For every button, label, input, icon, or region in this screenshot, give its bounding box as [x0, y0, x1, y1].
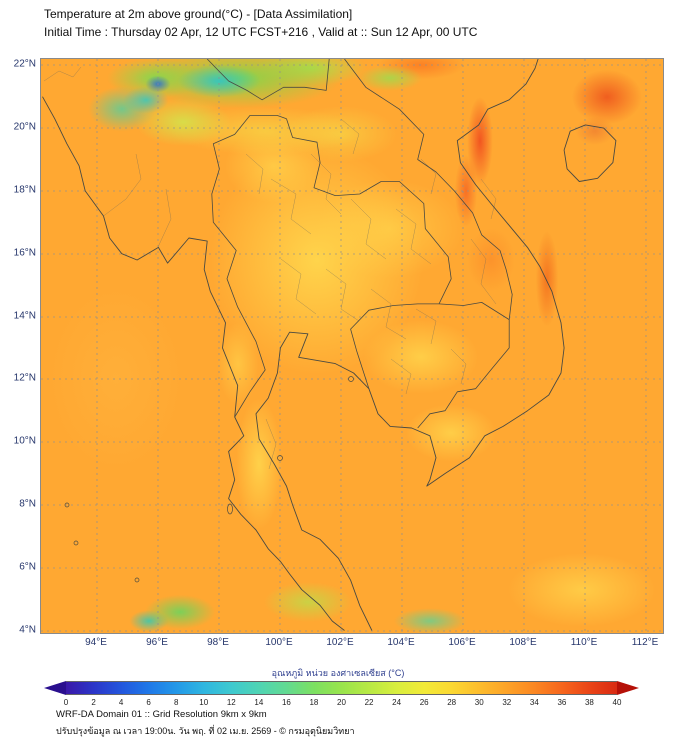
border-thailand-myanmar [211, 115, 287, 418]
longitude-tick-label: 108°E [509, 637, 537, 648]
colorbar-tick-labels: 0 2 4 6 8 10 12 14 16 18 20 22 24 26 28 30 32 34 36 38 40 [63, 698, 622, 708]
colorbar-tick-label: 24 [392, 698, 402, 707]
latitude-tick-label: 8°N [19, 498, 36, 510]
colorbar-tick-label: 6 [146, 698, 151, 707]
colorbar-tick-label: 8 [173, 698, 179, 707]
border-cambodia-vietnam [417, 319, 510, 429]
latitude-tick-label: 18°N [13, 184, 36, 196]
latitude-tick-label: 14°N [13, 310, 36, 322]
colorbar-right-arrow [617, 681, 639, 695]
colorbar-tick-label: 4 [118, 698, 124, 707]
hainan-island-outline [563, 124, 617, 182]
border-thailand-cambodia [350, 303, 439, 389]
colorbar-tick-label: 26 [419, 698, 429, 707]
colorbar-gradient [66, 681, 617, 695]
gulf-island-2 [348, 376, 354, 382]
coastline-east [255, 59, 565, 631]
footer-domain-info: WRF-DA Domain 01 :: Grid Resolution 9km … [56, 709, 267, 720]
colorbar-left-arrow [44, 681, 66, 695]
longitude-tick-label: 96°E [146, 637, 168, 648]
latitude-tick-label: 20°N [13, 121, 36, 133]
gulf-island-1 [277, 455, 283, 461]
colorbar-tick-label: 28 [447, 698, 457, 707]
colorbar-tick-label: 10 [199, 698, 209, 707]
colorbar-tick-label: 0 [63, 698, 69, 707]
longitude-tick-label: 112°E [631, 637, 659, 648]
colorbar-tick-label: 32 [502, 698, 512, 707]
island-shapes [64, 376, 354, 583]
longitude-tick-label: 110°E [570, 637, 598, 648]
colorbar-tick-label: 36 [557, 698, 567, 707]
country-border-paths [206, 59, 513, 429]
andaman-island-1 [64, 502, 70, 508]
latitude-tick-label: 10°N [13, 435, 36, 447]
temperature-field [41, 59, 663, 633]
border-laos-vietnam [344, 59, 513, 320]
footer-update-info: ปรับปรุงข้อมูล ณ เวลา 19:00น. วัน พฤ. ที… [56, 726, 355, 736]
colorbar [44, 681, 639, 695]
page-subtitle: Initial Time : Thursday 02 Apr, 12 UTC F… [44, 25, 478, 39]
coastline-west [42, 96, 345, 631]
colorbar-tick-label: 12 [226, 698, 236, 707]
longitude-axis: 94°E 96°E 98°E 100°E 102°E 104°E 106°E 108°E 110… [85, 637, 658, 651]
map-plot-area [40, 58, 664, 634]
border-china-north [206, 59, 330, 101]
latitude-tick-label: 22°N [13, 58, 36, 70]
latitude-tick-label: 4°N [19, 624, 36, 636]
colorbar-tick-label: 20 [337, 698, 346, 707]
colorbar-tick-label: 34 [529, 698, 539, 707]
colorbar-tick-label: 30 [474, 698, 484, 707]
longitude-tick-label: 104°E [387, 637, 415, 648]
colorbar-label: อุณหภูมิ หน่วย องศาเซลเซียส (°C) [271, 668, 405, 678]
map-overlay-svg [41, 59, 663, 633]
colorbar-tick-label: 16 [281, 698, 291, 707]
phuket-island [227, 503, 233, 515]
graticule-grid [41, 59, 663, 633]
latitude-tick-label: 16°N [13, 247, 36, 259]
latitude-tick-label: 6°N [19, 561, 36, 573]
colorbar-tick-label: 40 [612, 698, 622, 707]
province-border-lines [43, 66, 497, 470]
page-title: Temperature at 2m above ground(°C) - [Da… [44, 7, 353, 21]
colorbar-tick-label: 38 [584, 698, 594, 707]
longitude-tick-label: 106°E [448, 637, 476, 648]
latitude-axis: 22°N 20°N 18°N 16°N 14°N 12°N 10°N 8°N 6°N 4°N [2, 59, 36, 636]
latitude-tick-label: 12°N [13, 372, 36, 384]
longitude-tick-label: 100°E [265, 637, 293, 648]
colorbar-tick-label: 18 [309, 698, 319, 707]
border-laos-cambodia [438, 302, 510, 320]
colorbar-tick-label: 14 [254, 698, 264, 707]
colorbar-tick-label: 2 [91, 698, 96, 707]
coastline-paths [42, 59, 617, 631]
longitude-tick-label: 94°E [85, 637, 107, 648]
longitude-tick-label: 98°E [207, 637, 229, 648]
longitude-tick-label: 102°E [326, 637, 354, 648]
andaman-island-3 [134, 577, 140, 583]
border-thailand-laos [286, 118, 452, 305]
andaman-island-2 [73, 540, 79, 546]
colorbar-tick-label: 22 [364, 698, 374, 707]
